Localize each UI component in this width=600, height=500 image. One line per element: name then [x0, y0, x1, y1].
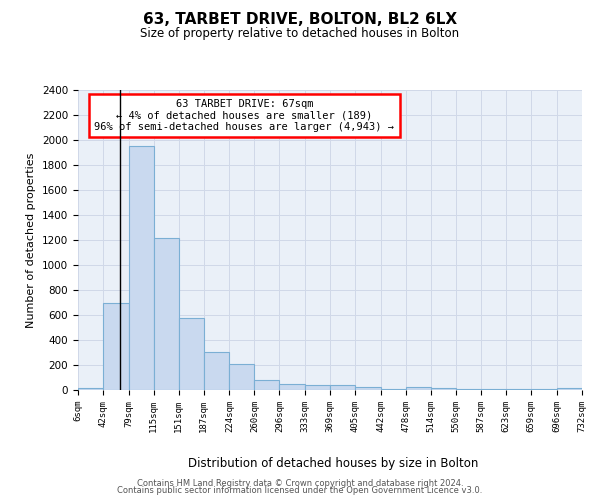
Bar	[280, 384, 305, 390]
Bar	[154, 238, 179, 390]
Bar	[305, 385, 330, 390]
Bar	[203, 352, 229, 390]
Bar	[229, 364, 254, 390]
Bar	[103, 302, 128, 390]
Text: Contains HM Land Registry data © Crown copyright and database right 2024.: Contains HM Land Registry data © Crown c…	[137, 478, 463, 488]
Bar	[179, 318, 203, 390]
Bar	[78, 388, 103, 390]
Text: Size of property relative to detached houses in Bolton: Size of property relative to detached ho…	[140, 28, 460, 40]
Bar	[406, 386, 431, 390]
Bar	[330, 385, 355, 390]
Text: 63, TARBET DRIVE, BOLTON, BL2 6LX: 63, TARBET DRIVE, BOLTON, BL2 6LX	[143, 12, 457, 28]
Text: Distribution of detached houses by size in Bolton: Distribution of detached houses by size …	[188, 458, 478, 470]
Bar	[431, 388, 455, 390]
Bar	[254, 380, 280, 390]
Text: 63 TARBET DRIVE: 67sqm
← 4% of detached houses are smaller (189)
96% of semi-det: 63 TARBET DRIVE: 67sqm ← 4% of detached …	[94, 99, 394, 132]
Bar	[128, 146, 154, 390]
Bar	[557, 388, 582, 390]
Y-axis label: Number of detached properties: Number of detached properties	[26, 152, 37, 328]
Bar	[380, 389, 406, 390]
Bar	[355, 386, 380, 390]
Text: Contains public sector information licensed under the Open Government Licence v3: Contains public sector information licen…	[118, 486, 482, 495]
